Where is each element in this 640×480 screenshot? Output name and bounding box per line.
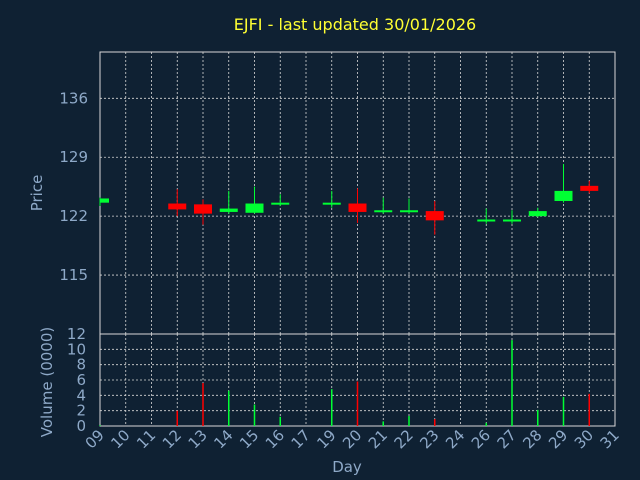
price-tick-label: 122 [59, 207, 88, 225]
price-tick-labels: 115 122 129 136 [59, 89, 88, 284]
volume-tick-label: 4 [76, 386, 86, 404]
candle-body-22 [400, 210, 418, 213]
volume-bar-20 [356, 381, 359, 426]
volume-bar-22 [408, 416, 410, 426]
price-tick-label: 115 [59, 266, 88, 284]
price-tick-label: 136 [59, 89, 88, 107]
volume-bar-29 [562, 396, 565, 426]
candle-body-21 [374, 210, 393, 213]
candle-body-29 [554, 190, 573, 201]
volume-bar-09 [99, 425, 101, 426]
price-axis-label: Price [28, 175, 46, 212]
candle-body-13 [194, 204, 212, 214]
candle-body-19 [322, 202, 341, 205]
volume-bar-14 [228, 390, 230, 426]
candle-body-12 [168, 203, 187, 210]
volume-bar-21 [382, 421, 384, 426]
x-axis-label: Day [332, 458, 362, 476]
volume-tick-label: 8 [76, 356, 86, 374]
candle-body-14 [219, 208, 238, 212]
volume-bar-27 [511, 340, 513, 426]
candle-body-20 [348, 203, 367, 212]
volume-axis-label: Volume (0000) [38, 327, 56, 437]
volume-tick-label: 0 [76, 417, 86, 435]
chart-title: EJFI - last updated 30/01/2026 [234, 15, 476, 34]
volume-tick-label: 10 [67, 340, 86, 358]
price-tick-label: 129 [59, 148, 88, 166]
candle-body-23 [425, 211, 444, 221]
volume-bars [99, 340, 590, 426]
candle-body-15 [245, 203, 264, 213]
candle-body-30 [580, 185, 599, 191]
candle-body-26 [477, 219, 496, 222]
candle-body-09 [100, 198, 109, 203]
volume-bar-12 [176, 410, 178, 426]
volume-bar-26 [485, 422, 487, 426]
volume-bar-19 [331, 389, 333, 426]
volume-tick-label: 2 [76, 402, 86, 420]
candle-body-16 [271, 202, 290, 205]
volume-bar-28 [537, 409, 539, 426]
candle-body-27 [503, 219, 521, 222]
candle-body-28 [528, 211, 547, 217]
volume-bar-16 [279, 416, 281, 426]
volume-bar-30 [588, 393, 590, 426]
volume-bar-15 [253, 404, 256, 426]
volume-tick-label: 12 [67, 325, 86, 343]
volume-bar-13 [202, 383, 204, 426]
volume-tick-label: 6 [76, 371, 86, 389]
volume-bar-23 [434, 419, 436, 426]
price-candles [99, 163, 599, 235]
